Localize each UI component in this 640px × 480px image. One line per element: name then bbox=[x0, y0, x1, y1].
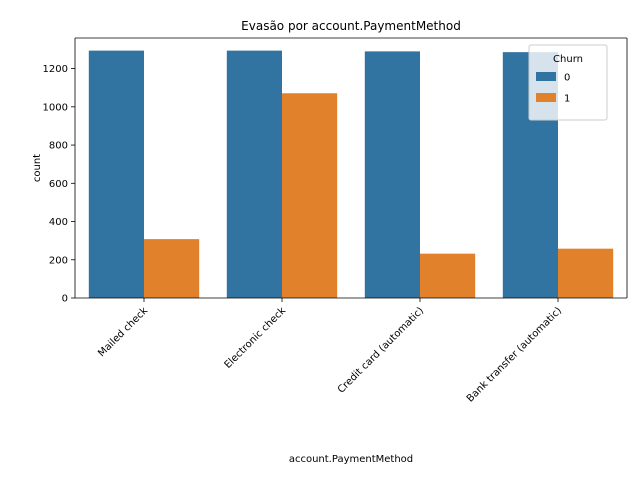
bar-series-0-3 bbox=[364, 51, 420, 298]
legend: Churn 0 1 bbox=[528, 44, 608, 121]
x-axis-label: account.PaymentMethod bbox=[289, 454, 413, 465]
bar-series-1-2 bbox=[282, 93, 338, 298]
legend-label-0: 0 bbox=[564, 73, 570, 84]
bar-series-0-1 bbox=[88, 50, 144, 298]
bar-series-0-2 bbox=[226, 50, 282, 298]
bar-series-1-1 bbox=[144, 239, 200, 298]
chart-title: Evasão por account.PaymentMethod bbox=[241, 19, 461, 33]
y-tick-label: 600 bbox=[49, 179, 68, 190]
x-tick-label: Electronic check bbox=[223, 305, 289, 371]
y-tick-label: 800 bbox=[49, 141, 68, 152]
bar-series-1-3 bbox=[420, 253, 476, 298]
legend-swatch-1 bbox=[536, 93, 556, 102]
y-tick-label: 0 bbox=[62, 294, 68, 305]
y-tick-label: 1000 bbox=[43, 102, 68, 113]
y-tick-label: 400 bbox=[49, 217, 68, 228]
y-axis-label: count bbox=[32, 154, 43, 182]
x-tick-label: Mailed check bbox=[96, 305, 150, 359]
x-tick-label: Credit card (automatic) bbox=[336, 305, 426, 395]
legend-swatch-0 bbox=[536, 72, 556, 81]
y-tick-label: 1200 bbox=[43, 64, 68, 75]
y-tick-label: 200 bbox=[49, 255, 68, 266]
x-tick-label: Bank transfer (automatic) bbox=[465, 305, 564, 404]
legend-label-1: 1 bbox=[564, 94, 570, 105]
bar-series-1-4 bbox=[558, 248, 614, 298]
legend-title: Churn bbox=[553, 54, 583, 65]
